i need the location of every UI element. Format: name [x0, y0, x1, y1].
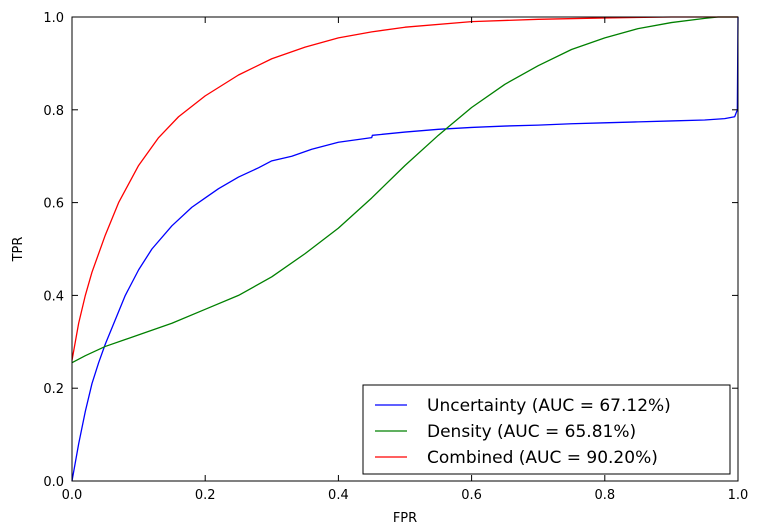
x-tick-label: 0.0: [62, 488, 83, 503]
plot-frame: [71, 16, 739, 482]
y-tick-label: 0.0: [43, 475, 64, 490]
legend-label-0: Uncertainty (AUC = 67.12%): [427, 396, 671, 416]
x-axis-label: FPR: [393, 511, 417, 526]
y-tick-label: 0.6: [43, 197, 64, 212]
x-tick-label: 0.6: [461, 488, 482, 503]
legend: Uncertainty (AUC = 67.12%) Density (AUC =…: [362, 384, 731, 475]
series-line-0: [71, 16, 739, 482]
legend-label-2: Combined (AUC = 90.20%): [427, 448, 658, 468]
y-axis-label: TPR: [11, 237, 26, 263]
x-tick-label: 0.8: [594, 488, 615, 503]
y-tick-label: 1.0: [43, 11, 64, 26]
legend-box: [362, 384, 731, 475]
y-tick-label: 0.8: [43, 104, 64, 119]
y-tick-label: 0.2: [43, 382, 64, 397]
series-line-1: [71, 16, 738, 364]
series-layer: [71, 16, 739, 482]
x-tick-label: 0.4: [328, 488, 349, 503]
legend-label-1: Density (AUC = 65.81%): [427, 422, 636, 442]
x-tick-label: 1.0: [728, 488, 749, 503]
x-tick-label: 0.2: [195, 488, 216, 503]
series-line-2: [71, 16, 738, 361]
y-tick-label: 0.4: [43, 289, 64, 304]
ticks-layer: 0.0 0.2 0.4 0.6 0.8 1.0 0.0 0.2 0.4 0.6 0.8 1.0: [43, 11, 748, 503]
